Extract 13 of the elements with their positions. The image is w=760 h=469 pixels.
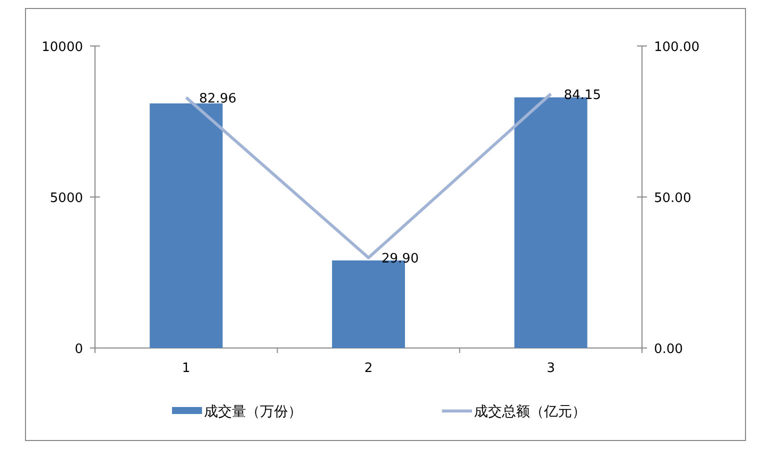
- y2-tick-label: 100.00: [654, 40, 700, 55]
- y-tick-label: 5000: [50, 191, 83, 206]
- bar: [150, 103, 223, 348]
- data-label: 82.96: [199, 91, 236, 106]
- y-tick-label: 0: [74, 342, 83, 357]
- legend-label: 成交量（万份）: [204, 404, 302, 420]
- x-tick-label: 2: [364, 361, 373, 376]
- y2-tick-label: 50.00: [654, 191, 692, 206]
- y2-tick-label: 0.00: [654, 342, 683, 357]
- x-tick-label: 3: [546, 361, 555, 376]
- y-tick-label: 10000: [42, 40, 83, 55]
- legend-label: 成交总额（亿元）: [474, 404, 586, 420]
- x-tick-label: 1: [182, 361, 190, 376]
